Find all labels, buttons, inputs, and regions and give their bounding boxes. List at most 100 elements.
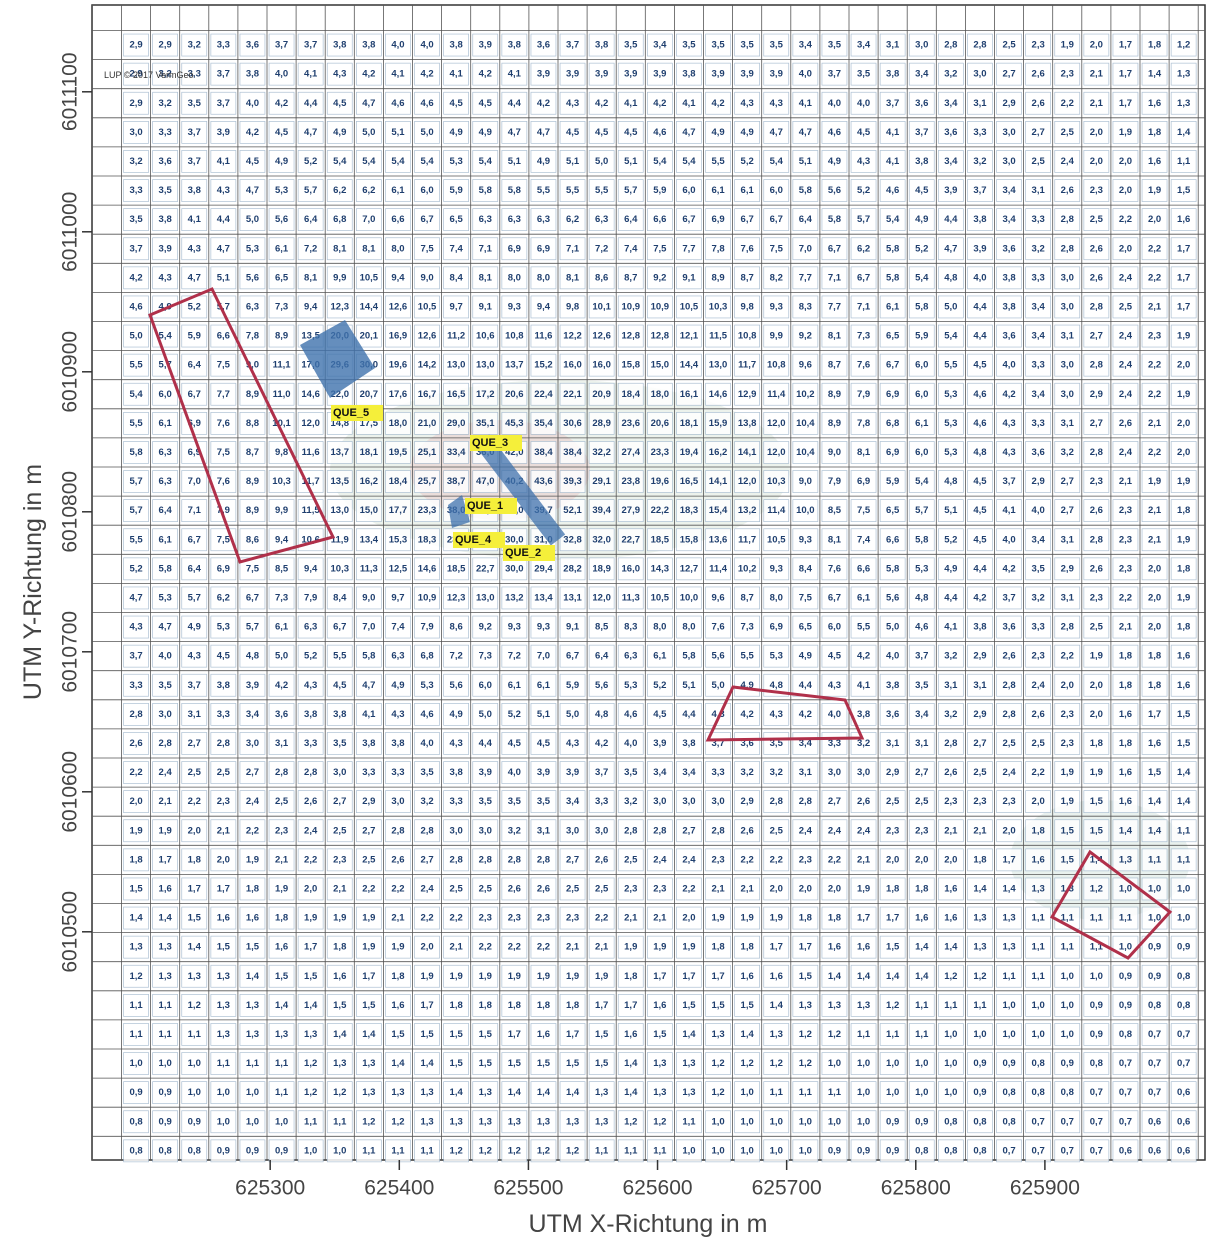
cell-value: 15,4: [709, 505, 728, 516]
cell-value: 0,6: [1177, 1087, 1190, 1098]
cell-value: 6,7: [188, 389, 201, 400]
cell-value: 2,2: [1148, 243, 1161, 254]
cell-value: 5,6: [275, 214, 288, 225]
cell-value: 1,4: [159, 913, 173, 924]
cell-value: 1,3: [799, 1000, 812, 1011]
cell-value: 3,8: [304, 709, 317, 720]
cell-value: 2,8: [944, 738, 957, 749]
cell-value: 3,8: [333, 40, 346, 51]
x-tick-label: 625300: [235, 1177, 305, 1200]
cell-value: 7,1: [479, 243, 493, 254]
cell-value: 7,0: [362, 214, 375, 225]
cell-value: 1,4: [741, 1029, 755, 1040]
cell-value: 1,0: [1002, 1029, 1015, 1040]
cell-value: 2,5: [595, 883, 609, 894]
cell-value: 4,0: [391, 40, 404, 51]
cell-value: 2,5: [479, 883, 493, 894]
cell-value: 13,7: [331, 447, 350, 458]
cell-value: 3,3: [304, 738, 317, 749]
cell-value: 14,6: [709, 389, 728, 400]
cell-value: 39,3: [563, 476, 582, 487]
cell-value: 2,2: [362, 883, 375, 894]
cell-value: 5,8: [915, 534, 928, 545]
cell-value: 1,8: [1148, 127, 1161, 138]
cell-value: 1,3: [362, 1087, 375, 1098]
cell-value: 2,0: [1148, 622, 1161, 633]
cell-value: 6,1: [741, 185, 755, 196]
cell-value: 3,4: [246, 709, 260, 720]
cell-value: 4,1: [217, 156, 231, 167]
cell-value: 1,3: [217, 971, 230, 982]
cell-value: 1,5: [741, 1000, 755, 1011]
cell-value: 3,7: [275, 40, 288, 51]
cell-value: 0,9: [886, 1145, 899, 1156]
cell-value: 4,5: [246, 156, 260, 167]
cell-value: 9,4: [537, 301, 551, 312]
cell-value: 2,9: [1032, 476, 1045, 487]
cell-value: 7,6: [217, 476, 230, 487]
cell-value: 1,8: [1119, 651, 1132, 662]
cell-value: 2,1: [333, 883, 347, 894]
cell-value: 1,3: [857, 1000, 870, 1011]
cell-value: 1,9: [1177, 534, 1190, 545]
cell-value: 2,6: [1061, 185, 1074, 196]
cell-value: 1,0: [944, 1087, 957, 1098]
cell-value: 3,8: [1002, 272, 1015, 283]
cell-value: 1,0: [275, 1116, 288, 1127]
cell-value: 4,8: [770, 680, 783, 691]
cell-value: 5,7: [304, 185, 317, 196]
cell-value: 10,5: [651, 592, 670, 603]
cell-value: 4,4: [973, 563, 987, 574]
cell-value: 4,0: [1002, 360, 1015, 371]
cell-value: 1,9: [1090, 767, 1103, 778]
cell-value: 2,0: [420, 942, 433, 953]
cell-value: 3,7: [566, 40, 579, 51]
cell-value: 2,0: [682, 913, 695, 924]
cell-value: 4,2: [741, 709, 754, 720]
cell-value: 4,8: [246, 651, 259, 662]
cell-value: 1,9: [1061, 767, 1074, 778]
cell-value: 8,3: [799, 301, 812, 312]
cell-value: 2,0: [1090, 127, 1103, 138]
cell-value: 1,9: [741, 913, 754, 924]
cell-value: 6,9: [886, 389, 899, 400]
cell-value: 22,1: [563, 389, 582, 400]
cell-value: 5,1: [566, 156, 580, 167]
cell-value: 1,5: [391, 1029, 405, 1040]
cell-value: 5,8: [362, 651, 375, 662]
cell-value: 1,4: [915, 942, 929, 953]
cell-value: 7,8: [857, 418, 870, 429]
cell-value: 20,7: [360, 389, 379, 400]
cell-value: 7,1: [828, 272, 842, 283]
cell-value: 1,3: [1177, 98, 1190, 109]
cell-value: 3,4: [682, 767, 696, 778]
cell-value: 2,8: [1090, 447, 1103, 458]
cell-value: 27,9: [622, 505, 641, 516]
x-tick-label: 625700: [752, 1177, 822, 1200]
cell-value: 1,1: [595, 1145, 609, 1156]
cell-value: 6,3: [304, 622, 317, 633]
cell-value: 1,1: [304, 1116, 318, 1127]
cell-value: 2,8: [129, 709, 142, 720]
cell-value: 3,1: [799, 767, 813, 778]
cell-value: 4,9: [450, 709, 463, 720]
cell-value: 5,2: [304, 156, 317, 167]
cell-value: 1,4: [682, 1029, 696, 1040]
cell-value: 3,1: [1061, 331, 1075, 342]
cell-value: 3,2: [1061, 447, 1074, 458]
cell-value: 1,9: [333, 913, 346, 924]
cell-value: 2,4: [246, 796, 260, 807]
cell-value: 5,0: [886, 622, 899, 633]
cell-value: 2,3: [799, 854, 812, 865]
cell-value: 1,5: [595, 1058, 609, 1069]
cell-value: 14,6: [301, 389, 320, 400]
cell-value: 52,1: [563, 505, 582, 516]
cell-value: 12,7: [680, 563, 699, 574]
cell-value: 7,3: [275, 301, 288, 312]
cell-value: 4,1: [391, 69, 405, 80]
cell-value: 1,5: [508, 1058, 522, 1069]
cell-value: 12,6: [592, 331, 611, 342]
cell-value: 1,9: [362, 913, 375, 924]
cell-value: 1,8: [1177, 505, 1190, 516]
cell-value: 3,2: [420, 796, 433, 807]
